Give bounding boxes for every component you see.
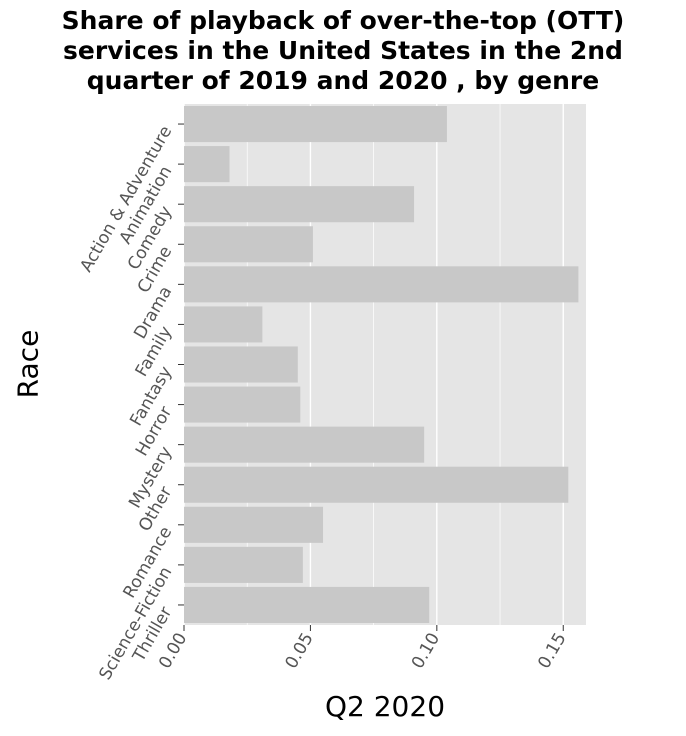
bar-thriller bbox=[184, 586, 430, 623]
bar-comedy bbox=[184, 186, 415, 223]
chart-title-line-2: services in the United States in the 2nd bbox=[63, 36, 623, 65]
x-tick-label: 0.05 bbox=[281, 630, 317, 673]
chart-title-line-3: quarter of 2019 and 2020 , by genre bbox=[86, 66, 600, 95]
x-axis-label: Q2 2020 bbox=[324, 690, 446, 723]
bar-fantasy bbox=[184, 346, 298, 383]
chart-title: Share of playback of over-the-top (OTT) … bbox=[0, 6, 686, 96]
bar-animation bbox=[184, 146, 230, 183]
bar-romance bbox=[184, 506, 324, 543]
bar-horror bbox=[184, 386, 301, 423]
y-axis-label: Race bbox=[11, 329, 45, 399]
bar-science-fiction bbox=[184, 546, 303, 583]
bar-crime bbox=[184, 226, 313, 263]
bar-drama bbox=[184, 266, 579, 303]
bar-action-adventure bbox=[184, 106, 447, 143]
bar-mystery bbox=[184, 426, 425, 463]
chart-title-line-1: Share of playback of over-the-top (OTT) bbox=[61, 6, 625, 35]
y-axis: Action & AdventureAnimationComedyCrimeDr… bbox=[76, 123, 184, 684]
x-tick-label: 0.10 bbox=[408, 630, 444, 673]
bars bbox=[184, 106, 579, 623]
x-axis: 0.00 0.05 0.10 0.15 bbox=[155, 625, 571, 673]
x-tick-label: 0.15 bbox=[534, 630, 570, 673]
bar-family bbox=[184, 306, 263, 343]
bar-other bbox=[184, 466, 569, 503]
